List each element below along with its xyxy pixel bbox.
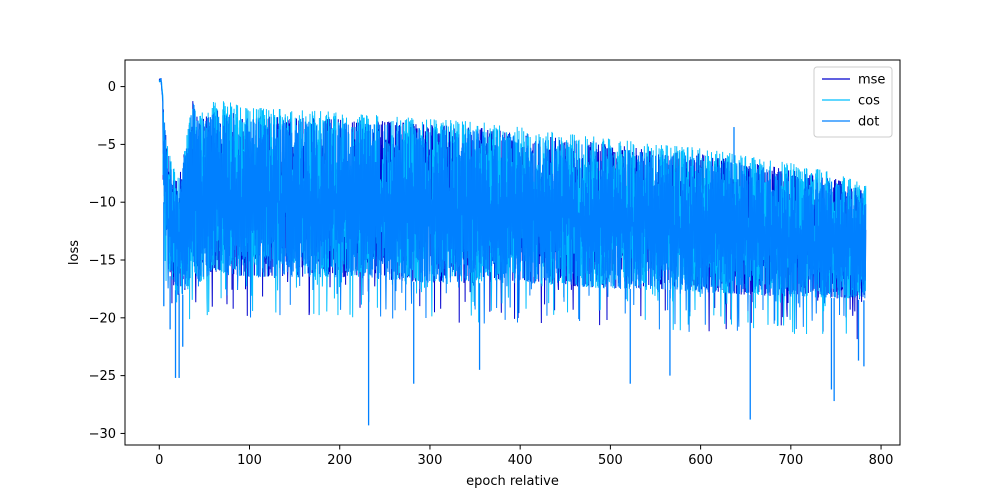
plot-frame [124,59,901,446]
x-axis: 0 100 200 300 400 500 600 700 800 [155,445,893,468]
y-tick-label: −20 [89,311,116,326]
x-axis-label: epoch relative [466,474,559,489]
legend-label-mse: mse [858,73,885,88]
x-tick-label: 600 [688,453,713,468]
legend: mse cos dot [813,66,893,138]
legend-label-dot: dot [858,115,879,130]
y-tick-label: −15 [89,254,116,269]
y-tick-label: −25 [89,369,116,384]
y-tick-label: −10 [89,196,116,211]
y-tick-label: −5 [97,138,116,153]
x-tick-label: 200 [327,453,352,468]
y-axis-label: loss [67,240,82,265]
x-tick-label: 700 [778,453,803,468]
x-tick-label: 100 [237,453,262,468]
y-axis: 0 −5 −10 −15 −20 −25 −30 [89,80,125,442]
x-tick-label: 800 [869,453,894,468]
y-tick-label: −30 [89,427,116,442]
x-tick-label: 0 [155,453,163,468]
legend-box [813,66,893,138]
x-tick-label: 300 [418,453,443,468]
x-tick-label: 400 [508,453,533,468]
legend-label-cos: cos [858,94,880,109]
x-tick-label: 500 [598,453,623,468]
data-layer [158,77,867,426]
series-line-dot [158,77,867,332]
y-tick-label: 0 [108,80,116,95]
